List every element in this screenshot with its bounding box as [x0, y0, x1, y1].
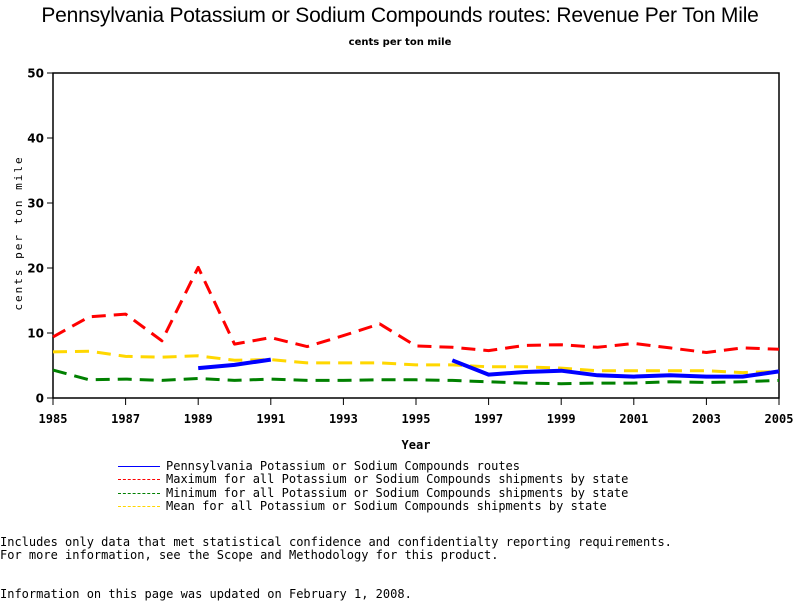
- x-tick-label: 1993: [329, 412, 358, 426]
- y-tick-label: 50: [27, 67, 44, 81]
- y-tick-label: 0: [36, 392, 44, 406]
- legend-label: Minimum for all Potassium or Sodium Comp…: [166, 487, 628, 500]
- legend: Pennsylvania Potassium or Sodium Compoun…: [118, 460, 628, 513]
- legend-label: Maximum for all Potassium or Sodium Comp…: [166, 473, 628, 486]
- legend-item: Minimum for all Potassium or Sodium Comp…: [118, 487, 628, 500]
- legend-label: Pennsylvania Potassium or Sodium Compoun…: [166, 460, 520, 473]
- x-tick-label: 1985: [39, 412, 68, 426]
- footnote-confidence: Includes only data that met statistical …: [0, 535, 672, 549]
- x-tick-label: 2001: [619, 412, 648, 426]
- footnote-methodology: For more information, see the Scope and …: [0, 548, 499, 562]
- legend-item: Maximum for all Potassium or Sodium Comp…: [118, 473, 628, 486]
- x-tick-label: 1995: [402, 412, 431, 426]
- y-tick-label: 10: [27, 327, 44, 341]
- legend-item: Pennsylvania Potassium or Sodium Compoun…: [118, 460, 628, 473]
- series-1: [53, 267, 779, 352]
- footnote-updated: Information on this page was updated on …: [0, 587, 412, 601]
- line-chart: 0 10 20 30 40 50 1985 1987 1989 1991 1993 1995 1997 1…: [0, 0, 800, 460]
- x-tick-label: 2005: [765, 412, 794, 426]
- y-axis-label: cents per ton mile: [12, 155, 25, 310]
- series-line: [53, 351, 779, 372]
- x-tick-label: 1989: [184, 412, 213, 426]
- series-line: [53, 267, 779, 352]
- x-tick-label: 1999: [547, 412, 576, 426]
- x-tick-label: 2003: [692, 412, 721, 426]
- x-axis-label: Year: [402, 438, 431, 452]
- x-tick-label: 1997: [474, 412, 503, 426]
- series-layer: [53, 267, 779, 384]
- x-tick-label: 1987: [111, 412, 140, 426]
- legend-item: Mean for all Potassium or Sodium Compoun…: [118, 500, 628, 513]
- x-tick-label: 1991: [256, 412, 285, 426]
- y-tick-label: 30: [27, 197, 44, 211]
- y-tick-label: 20: [27, 262, 44, 276]
- legend-swatch: [118, 493, 160, 494]
- series-line: [452, 360, 779, 376]
- legend-label: Mean for all Potassium or Sodium Compoun…: [166, 500, 607, 513]
- y-tick-label: 40: [27, 132, 44, 146]
- legend-swatch: [118, 479, 160, 480]
- series-3: [53, 351, 779, 373]
- legend-swatch: [118, 506, 160, 507]
- legend-swatch: [118, 466, 160, 467]
